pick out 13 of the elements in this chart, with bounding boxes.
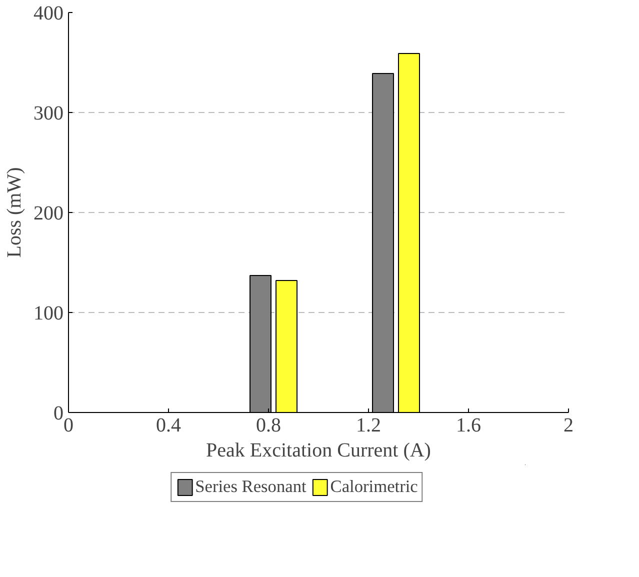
legend-label: Series Resonant <box>195 477 306 497</box>
y-tick-label: 100 <box>34 302 64 324</box>
y-tick-label: 300 <box>34 102 64 124</box>
x-tick-label: 1.6 <box>456 414 481 436</box>
x-axis-title: Peak Excitation Current (A) <box>206 440 431 462</box>
y-tick-label: 200 <box>34 202 64 224</box>
x-tick-label: 0.8 <box>256 414 281 436</box>
y-tick-label: 400 <box>34 2 64 24</box>
legend-label: Calorimetric <box>330 477 418 497</box>
x-tick-label: 0.4 <box>156 414 181 436</box>
x-tick-label: 2 <box>564 414 574 436</box>
x-tick-label: 1.2 <box>356 414 381 436</box>
y-axis-title: Loss (mW) <box>4 167 26 258</box>
